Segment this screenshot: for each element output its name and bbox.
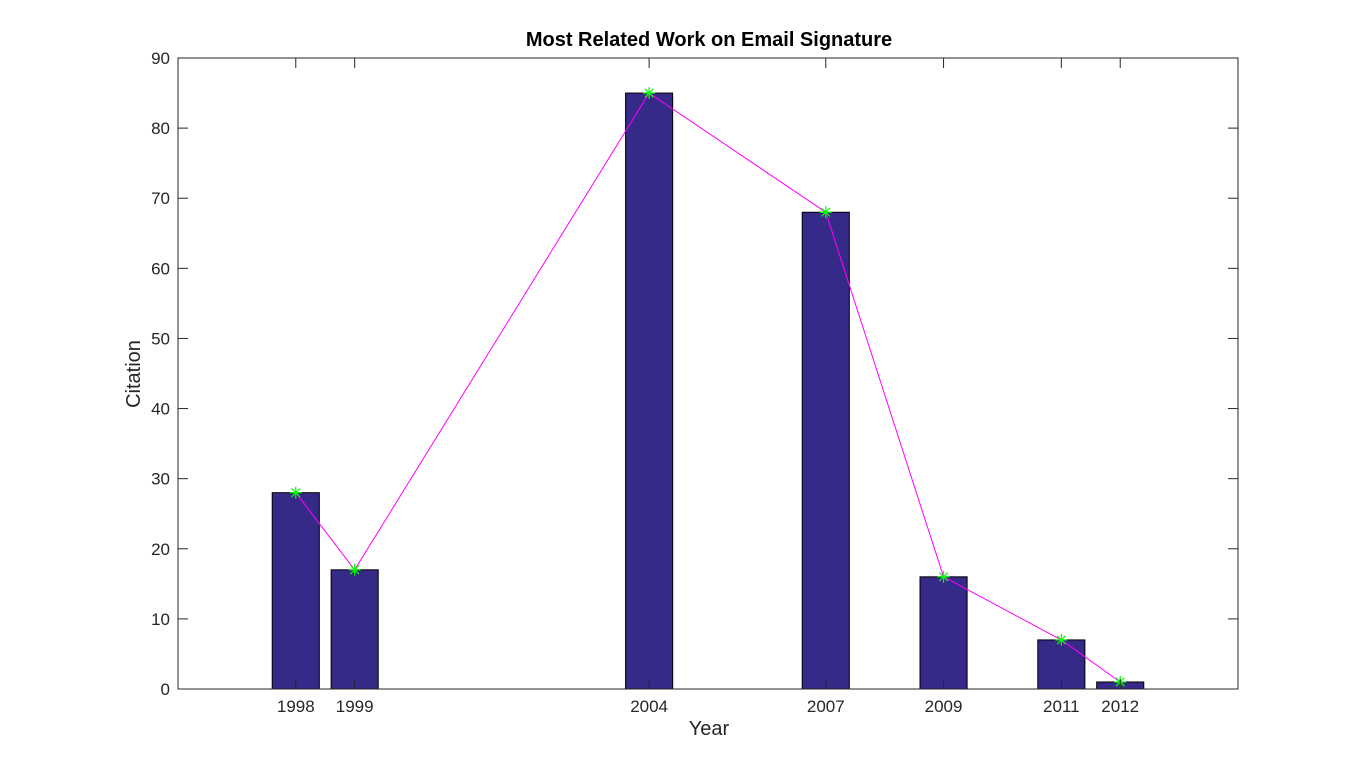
plot-area: 0 10 20 30 40 50 60 70 80 90 1998 1999 2004 2007 2009 2…	[151, 49, 1239, 716]
y-tick-label-80: 80	[151, 119, 170, 138]
marker-2009	[937, 570, 950, 583]
x-tick-label-2011: 2011	[1043, 697, 1080, 716]
y-tick-label-60: 60	[151, 259, 170, 278]
y-tick-label-70: 70	[151, 189, 170, 208]
y-tick-label-30: 30	[151, 470, 170, 489]
marker-1998	[289, 486, 302, 499]
chart-title: Most Related Work on Email Signature	[526, 29, 892, 51]
bar-2004	[625, 92, 674, 690]
x-tick-label-2007: 2007	[807, 697, 845, 716]
bar-1998	[271, 492, 320, 690]
bar-2007	[801, 211, 850, 690]
x-axis-label: Year	[689, 718, 730, 740]
axes-box	[177, 57, 1239, 690]
marker-2004	[643, 87, 656, 100]
x-tick-label-2004: 2004	[630, 697, 668, 716]
y-tick-label-90: 90	[151, 49, 170, 68]
y-tick-label-0: 0	[161, 680, 170, 699]
y-tick-label-50: 50	[151, 329, 170, 348]
marker-2011	[1055, 633, 1068, 646]
x-tick-label-1998: 1998	[277, 697, 315, 716]
bar-2009	[919, 576, 968, 690]
y-tick-label-20: 20	[151, 540, 170, 559]
x-tick-label-2009: 2009	[925, 697, 963, 716]
marker-2007	[819, 206, 832, 219]
marker-1999	[348, 563, 361, 576]
y-tick-label-10: 10	[151, 610, 170, 629]
bar-1999	[330, 569, 379, 690]
y-tick-label-40: 40	[151, 400, 170, 419]
y-axis-label: Citation	[123, 340, 145, 408]
x-tick-label-1999: 1999	[336, 697, 374, 716]
x-tick-label-2012: 2012	[1101, 697, 1139, 716]
